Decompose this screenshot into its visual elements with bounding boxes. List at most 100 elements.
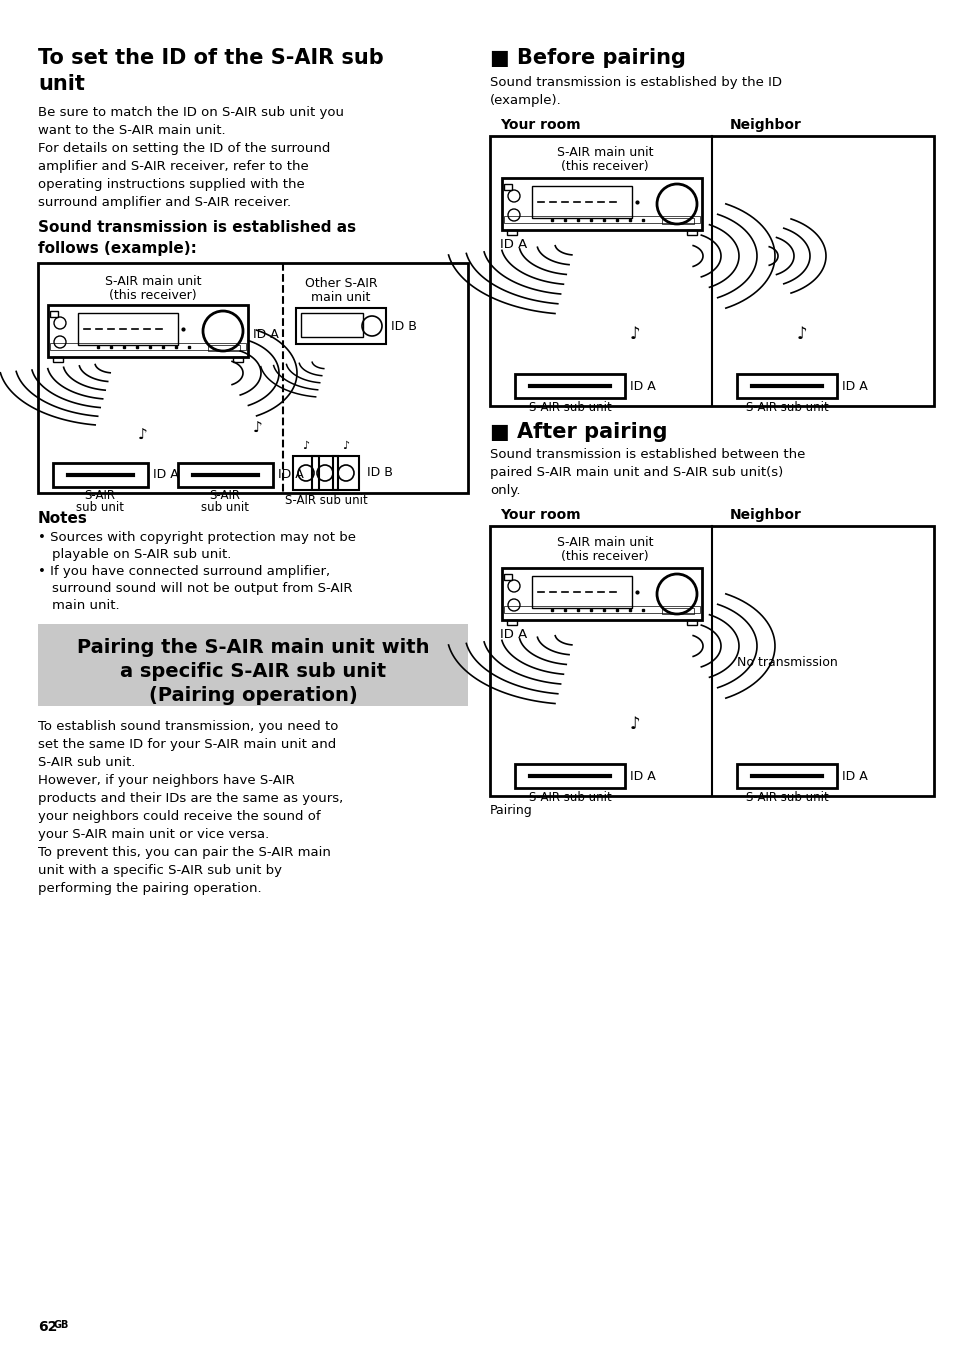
Bar (686, 230, 697, 235)
Text: S-AIR main unit: S-AIR main unit (105, 274, 201, 288)
Text: To prevent this, you can pair the S-AIR main: To prevent this, you can pair the S-AIR … (38, 846, 331, 859)
Text: main unit: main unit (311, 291, 371, 304)
Bar (501, 178, 701, 230)
Bar (515, 764, 624, 788)
Bar (53, 357, 63, 362)
Bar (503, 606, 700, 612)
Text: S-AIR sub unit: S-AIR sub unit (528, 791, 611, 804)
Text: Other S-AIR: Other S-AIR (304, 277, 377, 289)
Text: Your room: Your room (499, 118, 580, 132)
Text: surround amplifier and S-AIR receiver.: surround amplifier and S-AIR receiver. (38, 196, 291, 210)
Text: Neighbor: Neighbor (729, 508, 801, 522)
Text: a specific S-AIR sub unit: a specific S-AIR sub unit (120, 662, 386, 681)
Text: 62: 62 (38, 1320, 57, 1334)
Bar (506, 621, 517, 625)
Bar (295, 308, 386, 343)
Text: S-AIR main unit: S-AIR main unit (557, 535, 653, 549)
Text: ID A: ID A (277, 469, 303, 481)
Bar (532, 187, 631, 218)
Text: paired S-AIR main unit and S-AIR sub unit(s): paired S-AIR main unit and S-AIR sub uni… (490, 466, 782, 479)
Bar (737, 375, 836, 397)
Text: S-AIR sub unit: S-AIR sub unit (284, 493, 367, 507)
Bar (686, 621, 697, 625)
Text: your neighbors could receive the sound of: your neighbors could receive the sound o… (38, 810, 320, 823)
Text: ID B: ID B (391, 319, 416, 333)
Text: ID A: ID A (499, 627, 527, 641)
Text: S-AIR main unit: S-AIR main unit (557, 146, 653, 160)
Text: Pairing: Pairing (490, 804, 532, 817)
Text: S-AIR sub unit: S-AIR sub unit (528, 402, 611, 414)
Text: To establish sound transmission, you need to: To establish sound transmission, you nee… (38, 721, 338, 733)
Text: sub unit: sub unit (76, 502, 124, 514)
Text: products and their IDs are the same as yours,: products and their IDs are the same as y… (38, 792, 343, 804)
Bar (78, 314, 178, 345)
Text: unit with a specific S-AIR sub unit by: unit with a specific S-AIR sub unit by (38, 864, 282, 877)
Bar (38, 625, 468, 706)
Text: ♪: ♪ (253, 420, 263, 435)
Bar (50, 343, 246, 350)
Text: (this receiver): (this receiver) (109, 289, 196, 301)
Text: ID A: ID A (629, 769, 655, 783)
Text: ■ After pairing: ■ After pairing (490, 422, 667, 442)
Text: GB: GB (54, 1320, 70, 1330)
Text: Sound transmission is established as: Sound transmission is established as (38, 220, 355, 235)
Text: • If you have connected surround amplifier,: • If you have connected surround amplifi… (38, 565, 330, 579)
Text: your S-AIR main unit or vice versa.: your S-AIR main unit or vice versa. (38, 827, 269, 841)
Bar (661, 608, 693, 614)
Bar (301, 314, 363, 337)
Bar (50, 311, 58, 316)
Bar (515, 375, 624, 397)
Bar (312, 456, 337, 489)
Text: Your room: Your room (499, 508, 580, 522)
Bar (333, 456, 358, 489)
Text: No transmission: No transmission (737, 656, 837, 669)
Text: ID A: ID A (841, 769, 867, 783)
Text: ID A: ID A (629, 380, 655, 392)
Bar (178, 462, 273, 487)
Text: ID A: ID A (253, 329, 278, 342)
Bar (38, 264, 468, 493)
Text: ♪: ♪ (138, 427, 148, 442)
Text: S-AIR: S-AIR (210, 489, 240, 502)
Text: (this receiver): (this receiver) (560, 160, 648, 173)
Text: ♪: ♪ (796, 324, 806, 343)
Text: follows (example):: follows (example): (38, 241, 196, 256)
Bar (293, 456, 318, 489)
Text: sub unit: sub unit (201, 502, 249, 514)
Text: want to the S-AIR main unit.: want to the S-AIR main unit. (38, 124, 226, 137)
Text: Be sure to match the ID on S-AIR sub unit you: Be sure to match the ID on S-AIR sub uni… (38, 105, 344, 119)
Text: S-AIR sub unit: S-AIR sub unit (745, 791, 827, 804)
Text: ■ Before pairing: ■ Before pairing (490, 49, 685, 68)
Text: performing the pairing operation.: performing the pairing operation. (38, 882, 261, 895)
Text: Sound transmission is established by the ID: Sound transmission is established by the… (490, 76, 781, 89)
Text: ♪: ♪ (342, 441, 349, 452)
Text: playable on S-AIR sub unit.: playable on S-AIR sub unit. (52, 548, 232, 561)
Text: ID A: ID A (152, 469, 178, 481)
Bar (503, 575, 512, 580)
Text: amplifier and S-AIR receiver, refer to the: amplifier and S-AIR receiver, refer to t… (38, 160, 309, 173)
Bar (53, 462, 148, 487)
Text: Sound transmission is established between the: Sound transmission is established betwee… (490, 448, 804, 461)
Bar (737, 764, 836, 788)
Bar (661, 218, 693, 224)
Bar (532, 576, 631, 608)
Text: ♪: ♪ (629, 324, 639, 343)
Text: S-AIR: S-AIR (85, 489, 115, 502)
Text: However, if your neighbors have S-AIR: However, if your neighbors have S-AIR (38, 773, 294, 787)
Bar (233, 357, 243, 362)
Text: surround sound will not be output from S-AIR: surround sound will not be output from S… (52, 581, 352, 595)
Text: unit: unit (38, 74, 85, 95)
Bar (490, 526, 933, 796)
Text: S-AIR sub unit: S-AIR sub unit (745, 402, 827, 414)
Text: ♪: ♪ (629, 715, 639, 733)
Text: For details on setting the ID of the surround: For details on setting the ID of the sur… (38, 142, 330, 155)
Text: Neighbor: Neighbor (729, 118, 801, 132)
Text: ID B: ID B (367, 466, 393, 480)
Text: (Pairing operation): (Pairing operation) (149, 685, 357, 704)
Text: ID A: ID A (841, 380, 867, 392)
Bar (503, 216, 700, 223)
Text: To set the ID of the S-AIR sub: To set the ID of the S-AIR sub (38, 49, 383, 68)
Bar (501, 568, 701, 621)
Text: • Sources with copyright protection may not be: • Sources with copyright protection may … (38, 531, 355, 544)
Text: S-AIR sub unit.: S-AIR sub unit. (38, 756, 135, 769)
